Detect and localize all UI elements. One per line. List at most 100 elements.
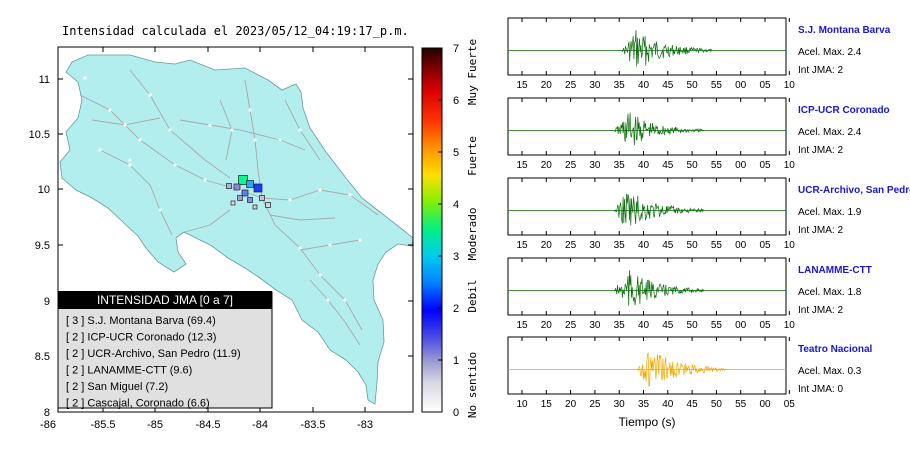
waveform-tick-label: 20 [541, 240, 553, 251]
waveform-panel: 15 20 25 30 35 40 45 50 55 00 05 10 S.J. Montana Bar… [507, 17, 891, 91]
map-y-tick-label: 10.5 [29, 129, 50, 141]
station-int-jma: Int JMA: 2 [798, 305, 843, 316]
town-dot [298, 246, 302, 250]
waveform-frame [507, 17, 787, 76]
scale-category-label: Moderado [466, 208, 479, 261]
waveform-tick-label: 05 [759, 80, 771, 91]
town-dot [278, 138, 282, 142]
waveform-panels: 15 20 25 30 35 40 45 50 55 00 05 10 S.J. Montana Bar… [507, 17, 910, 410]
town-dot [123, 123, 127, 127]
map-x-tick-label: -85 [147, 419, 163, 431]
waveform-trace [621, 30, 712, 67]
station-acel-max: Acel. Max. 0.3 [798, 366, 862, 377]
waveform-tick-label: 00 [735, 80, 747, 91]
waveform-tick-label: 15 [541, 399, 553, 410]
station-name: LANAMME-CTT [798, 265, 872, 276]
waveform-tick-label: 20 [565, 399, 577, 410]
station-acel-max: Acel. Max. 2.4 [798, 47, 862, 58]
map-y-tick-label: 9 [44, 296, 50, 308]
scale-category-label: No sentido [466, 352, 479, 418]
station-marker [226, 183, 232, 189]
map-x-tick-label: -84 [252, 419, 268, 431]
scale-bar [421, 47, 443, 413]
scale-category-label: Debil [466, 279, 479, 312]
waveform-tick-label: 25 [565, 240, 577, 251]
waveform-tick-label: 55 [711, 160, 723, 171]
town-dot [128, 163, 132, 167]
time-axis-label: Tiempo (s) [619, 415, 676, 429]
town-dot [343, 298, 347, 302]
town-dot [158, 208, 162, 212]
scale-tick-label: 7 [453, 43, 459, 55]
waveform-trace [613, 193, 704, 226]
waveform-tick-label: 10 [784, 80, 796, 91]
waveform-tick-label: 20 [541, 320, 553, 331]
scale-tick-label: 5 [453, 147, 459, 159]
waveform-tick-label: 45 [662, 160, 674, 171]
waveform-tick-label: 50 [687, 80, 699, 91]
town-dot [138, 138, 142, 142]
legend-item: [ 2 ] ICP-UCR Coronado (12.3) [66, 332, 216, 344]
waveform-trace [613, 270, 704, 306]
scale-tick-label: 0 [453, 407, 459, 419]
map-x-tick-label: -86 [40, 419, 56, 431]
legend-box [57, 291, 273, 409]
town-dot [83, 76, 87, 80]
station-marker [247, 197, 253, 203]
scale-tick-label: 4 [453, 199, 459, 211]
town-dot [128, 158, 132, 162]
waveform-tick-label: 30 [589, 160, 601, 171]
map-y-tick-label: 9.5 [35, 240, 50, 252]
legend-header: INTENSIDAD JMA [0 a 7] [97, 293, 233, 307]
town-dot [288, 198, 292, 202]
town-dot [318, 273, 322, 277]
waveform-tick-label: 00 [735, 240, 747, 251]
waveform-tick-label: 30 [589, 240, 601, 251]
map-y-tick-label: 8 [44, 407, 50, 419]
scale-tick-label: 1 [453, 355, 459, 367]
station-acel-max: Acel. Max. 1.8 [798, 287, 862, 298]
station-marker [230, 200, 236, 206]
town-dot [173, 163, 177, 167]
waveform-tick-label: 10 [784, 320, 796, 331]
waveform-tick-label: 40 [662, 399, 674, 410]
station-name: ICP-UCR Coronado [798, 105, 890, 116]
waveform-tick-label: 55 [711, 240, 723, 251]
station-marker [238, 175, 248, 185]
station-int-jma: Int JMA: 2 [798, 65, 843, 76]
waveform-tick-label: 10 [784, 160, 796, 171]
waveform-frame [507, 177, 787, 236]
waveform-tick-label: 00 [759, 399, 771, 410]
town-dot [358, 238, 362, 242]
waveform-frame [507, 257, 787, 316]
costa-rica-land [59, 54, 413, 405]
legend-item: [ 2 ] UCR-Archivo, San Pedro (11.9) [66, 348, 241, 360]
station-int-jma: Int JMA: 2 [798, 145, 843, 156]
map-title: Intensidad calculada el 2023/05/12_04:19… [62, 24, 409, 38]
waveform-tick-label: 50 [687, 160, 699, 171]
waveform-tick-label: 35 [638, 399, 650, 410]
waveform-tick-label: 00 [735, 320, 747, 331]
waveform-trace [613, 112, 704, 146]
legend-item: [ 2 ] San Miguel (7.2) [66, 381, 168, 393]
map-x-tick-label: -83 [357, 419, 373, 431]
waveform-tick-label: 45 [662, 80, 674, 91]
waveform-tick-label: 25 [589, 399, 601, 410]
waveform-tick-label: 20 [541, 160, 553, 171]
waveform-tick-label: 45 [687, 399, 699, 410]
waveform-panel: 10 15 20 25 30 35 40 45 50 55 00 05 Teatro Nacional A… [507, 336, 872, 410]
town-dot [298, 128, 302, 132]
station-acel-max: Acel. Max. 2.4 [798, 127, 862, 138]
waveform-tick-label: 15 [516, 80, 528, 91]
scale-category-label: Fuerte [466, 136, 479, 176]
towns [83, 76, 362, 302]
map-x-tick-label: -83.5 [300, 419, 325, 431]
waveform-tick-label: 40 [638, 240, 650, 251]
station-markers [226, 175, 271, 210]
station-marker [253, 183, 263, 193]
scale-tick-label: 2 [453, 303, 459, 315]
town-dot [230, 128, 234, 132]
legend-item: [ 3 ] S.J. Montana Barva (69.4) [66, 315, 216, 327]
waveform-tick-label: 55 [711, 80, 723, 91]
waveform-tick-label: 50 [687, 240, 699, 251]
